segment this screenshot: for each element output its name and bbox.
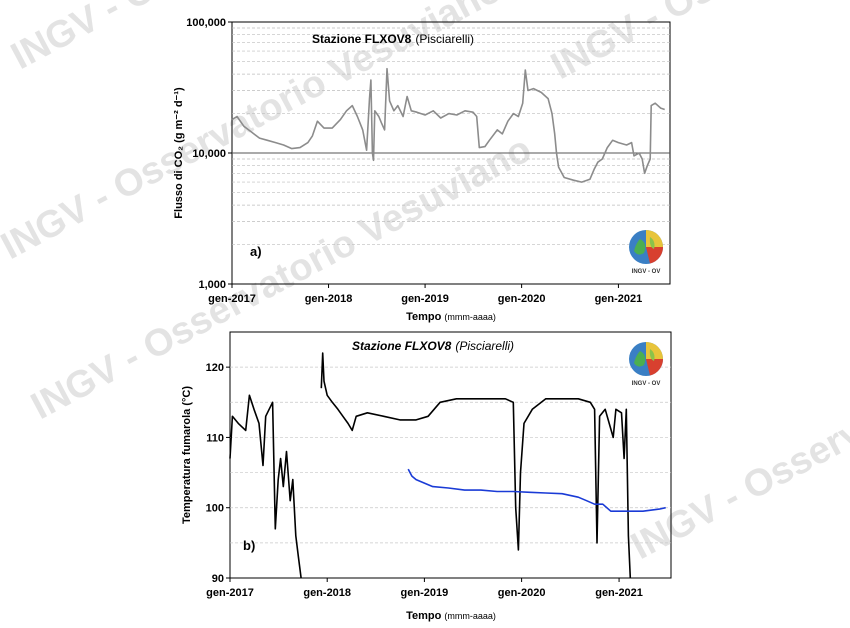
y-tick-label: 100 — [206, 503, 224, 515]
ingv-logo-icon: INGV - OV — [629, 230, 663, 275]
gridlines-b — [230, 366, 671, 544]
y-tick-label: 1,000 — [198, 279, 226, 291]
y-tick-labels-a: 1,000 10,000 100,000 — [186, 17, 232, 291]
watermark-text: INGV - Osservatorio Vesuviano — [545, 0, 850, 88]
x-tick-label: gen-2020 — [498, 293, 546, 305]
station-subtitle-b: (Pisciarelli) — [455, 339, 514, 353]
gridlines-a — [232, 27, 670, 245]
y-tick-label: 90 — [212, 573, 224, 585]
y-tick-label: 120 — [206, 362, 224, 374]
y-axis-label-a: Flusso di CO₂ (g m⁻² d⁻¹) — [173, 87, 185, 219]
series-line-1-0 — [407, 468, 666, 513]
x-axis-label-a: Tempo (mmm-aaaa) — [406, 311, 496, 323]
series-line-0-0 — [229, 394, 302, 579]
series-line-0-0 — [231, 67, 665, 183]
x-tick-label: gen-2019 — [401, 293, 449, 305]
logo-text-b: INGV - OV — [632, 381, 661, 387]
x-tick-labels-a: gen-2017 gen-2018 gen-2019 gen-2020 gen-2021 — [208, 284, 642, 305]
panel-label-a: a) — [250, 244, 262, 259]
x-tick-label: gen-2018 — [303, 587, 351, 599]
watermark-text: INGV - Osservatorio Vesuviano — [625, 268, 850, 568]
y-tick-label: 10,000 — [192, 148, 226, 160]
y-tick-labels-b: 90 100 110 120 — [206, 362, 230, 585]
x-axis-title-a: Tempo — [406, 311, 442, 323]
x-axis-unit-b: (mmm-aaaa) — [444, 611, 496, 621]
panel-label-b: b) — [243, 538, 255, 553]
station-title-a: Stazione FLXOV8 — [312, 32, 412, 46]
series-area-b — [229, 352, 666, 579]
series-area-a — [231, 67, 665, 183]
x-axis-unit-a: (mmm-aaaa) — [444, 312, 496, 322]
x-tick-label: gen-2020 — [498, 587, 546, 599]
x-tick-label: gen-2017 — [208, 293, 256, 305]
x-tick-label: gen-2021 — [595, 587, 643, 599]
x-tick-label: gen-2017 — [206, 587, 254, 599]
x-tick-label: gen-2019 — [401, 587, 449, 599]
series-line-0-1 — [320, 352, 632, 579]
chart-title-a: Stazione FLXOV8 (Pisciarelli) — [312, 32, 474, 46]
chart-title-b: Stazione FLXOV8 (Pisciarelli) — [352, 339, 514, 353]
x-axis-title-b: Tempo — [406, 610, 442, 622]
y-axis-label-b: Temperatura fumarola (°C) — [181, 386, 193, 524]
station-subtitle-a: (Pisciarelli) — [415, 32, 474, 46]
x-axis-label-b: Tempo (mmm-aaaa) — [406, 610, 496, 622]
station-title-b: Stazione FLXOV8 — [352, 339, 452, 353]
ingv-logo-icon: INGV - OV — [629, 342, 663, 387]
y-tick-label: 100,000 — [186, 17, 226, 29]
x-tick-label: gen-2021 — [595, 293, 643, 305]
x-tick-labels-b: gen-2017 gen-2018 gen-2019 gen-2020 gen-2021 — [206, 578, 643, 599]
x-tick-label: gen-2018 — [305, 293, 353, 305]
logo-text-a: INGV - OV — [632, 269, 661, 275]
y-tick-label: 110 — [206, 432, 224, 444]
